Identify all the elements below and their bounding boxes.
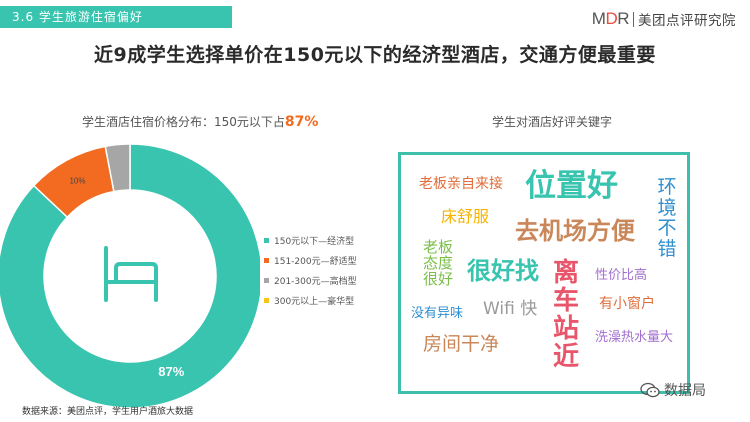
chart-legend: 150元以下—经济型 151-200元—舒适型 201-300元—高档型 300元以上… (264, 230, 357, 310)
legend-label: 201-300元—高档型 (274, 276, 357, 287)
brand-logo: MDR (591, 9, 630, 28)
keyword-xingjiabi: 性价比高 (595, 268, 648, 283)
brand-divider (633, 11, 634, 27)
keyword-mei-yiwei: 没有异味 (411, 306, 464, 321)
keyword-fangjian: 房间干净 (423, 333, 500, 355)
legend-swatch (264, 257, 269, 263)
keyword-cloud-title: 学生对酒店好评关键字 (492, 115, 613, 129)
donut-slice-2 (104, 143, 131, 193)
keyword-qu-jichang: 去机场方便 (515, 217, 635, 245)
legend-label: 150元以下—经济型 (274, 236, 355, 247)
brand-name: 美团点评研究院 (638, 13, 736, 29)
keyword-chuang-shufu: 床舒服 (441, 207, 490, 226)
chart-title-highlight: 87% (284, 114, 319, 130)
page-title: 近9成学生选择单价在150元以下的经济型酒店，交通方便最重要 (94, 44, 656, 66)
chart-title: 学生酒店住宿价格分布：150元以下占87% (82, 114, 319, 130)
keyword-weizhi-hao: 位置好 (525, 168, 618, 204)
keyword-wifi-kuai: Wifi 快 (483, 299, 538, 319)
wechat-icon (640, 382, 660, 398)
donut-chart: 87%10%3% (0, 143, 260, 409)
keyword-li-chezhan: 离车站近 (552, 258, 579, 373)
section-tag: 3.6 学生旅游住宿偏好 (0, 6, 232, 28)
legend-swatch (264, 237, 269, 243)
legend-swatch (264, 297, 269, 303)
data-source: 数据来源：美团点评，学生用户酒旅大数据 (22, 407, 194, 417)
brand: MDR 美团点评研究院 (592, 8, 736, 30)
legend-label: 300元以上—豪华型 (274, 296, 355, 307)
legend-item-1: 151-200元—舒适型 (264, 250, 357, 270)
watermark: 数据局 (640, 380, 706, 400)
keyword-laoban-taidu: 老板态度很好 (422, 238, 453, 289)
legend-item-2: 201-300元—高档型 (264, 270, 357, 290)
watermark-text: 数据局 (664, 383, 706, 399)
legend-label: 151-200元—舒适型 (274, 256, 357, 267)
donut-slice-0 (0, 143, 260, 409)
keyword-you-xiaochuanghu: 有小窗户 (599, 296, 655, 312)
legend-item-0: 150元以下—经济型 (264, 230, 357, 250)
data-label-0: 87% (158, 364, 184, 379)
keyword-huanjing-bucuo: 环境不错 (657, 176, 677, 260)
data-label-1: 10% (69, 176, 85, 185)
legend-item-3: 300元以上—豪华型 (264, 290, 357, 310)
keyword-cloud: 老板亲自来接 位置好 环境不错 床舒服去机场方便老板态度很好 很好找 离车站近 性价比高有小… (398, 152, 690, 394)
keyword-laoban-qinzi: 老板亲自来接 (419, 176, 503, 192)
legend-swatch (264, 277, 269, 283)
keyword-xizao: 洗澡热水量大 (595, 330, 674, 345)
bed-icon (104, 246, 158, 302)
keyword-hen-haozhao: 很好找 (467, 257, 539, 285)
